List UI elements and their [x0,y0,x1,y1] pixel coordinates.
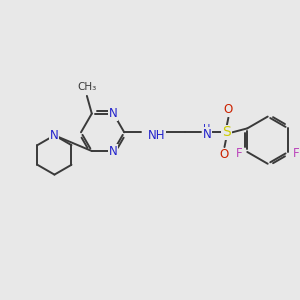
Text: N: N [50,129,59,142]
Text: NH: NH [148,129,165,142]
Text: S: S [222,125,231,139]
Text: F: F [236,147,243,161]
Text: H: H [203,124,211,134]
Text: N: N [109,145,118,158]
Text: N: N [202,128,211,141]
Text: O: O [220,148,229,161]
Text: N: N [109,107,118,120]
Text: CH₃: CH₃ [77,82,97,92]
Text: O: O [224,103,233,116]
Text: F: F [293,147,299,161]
